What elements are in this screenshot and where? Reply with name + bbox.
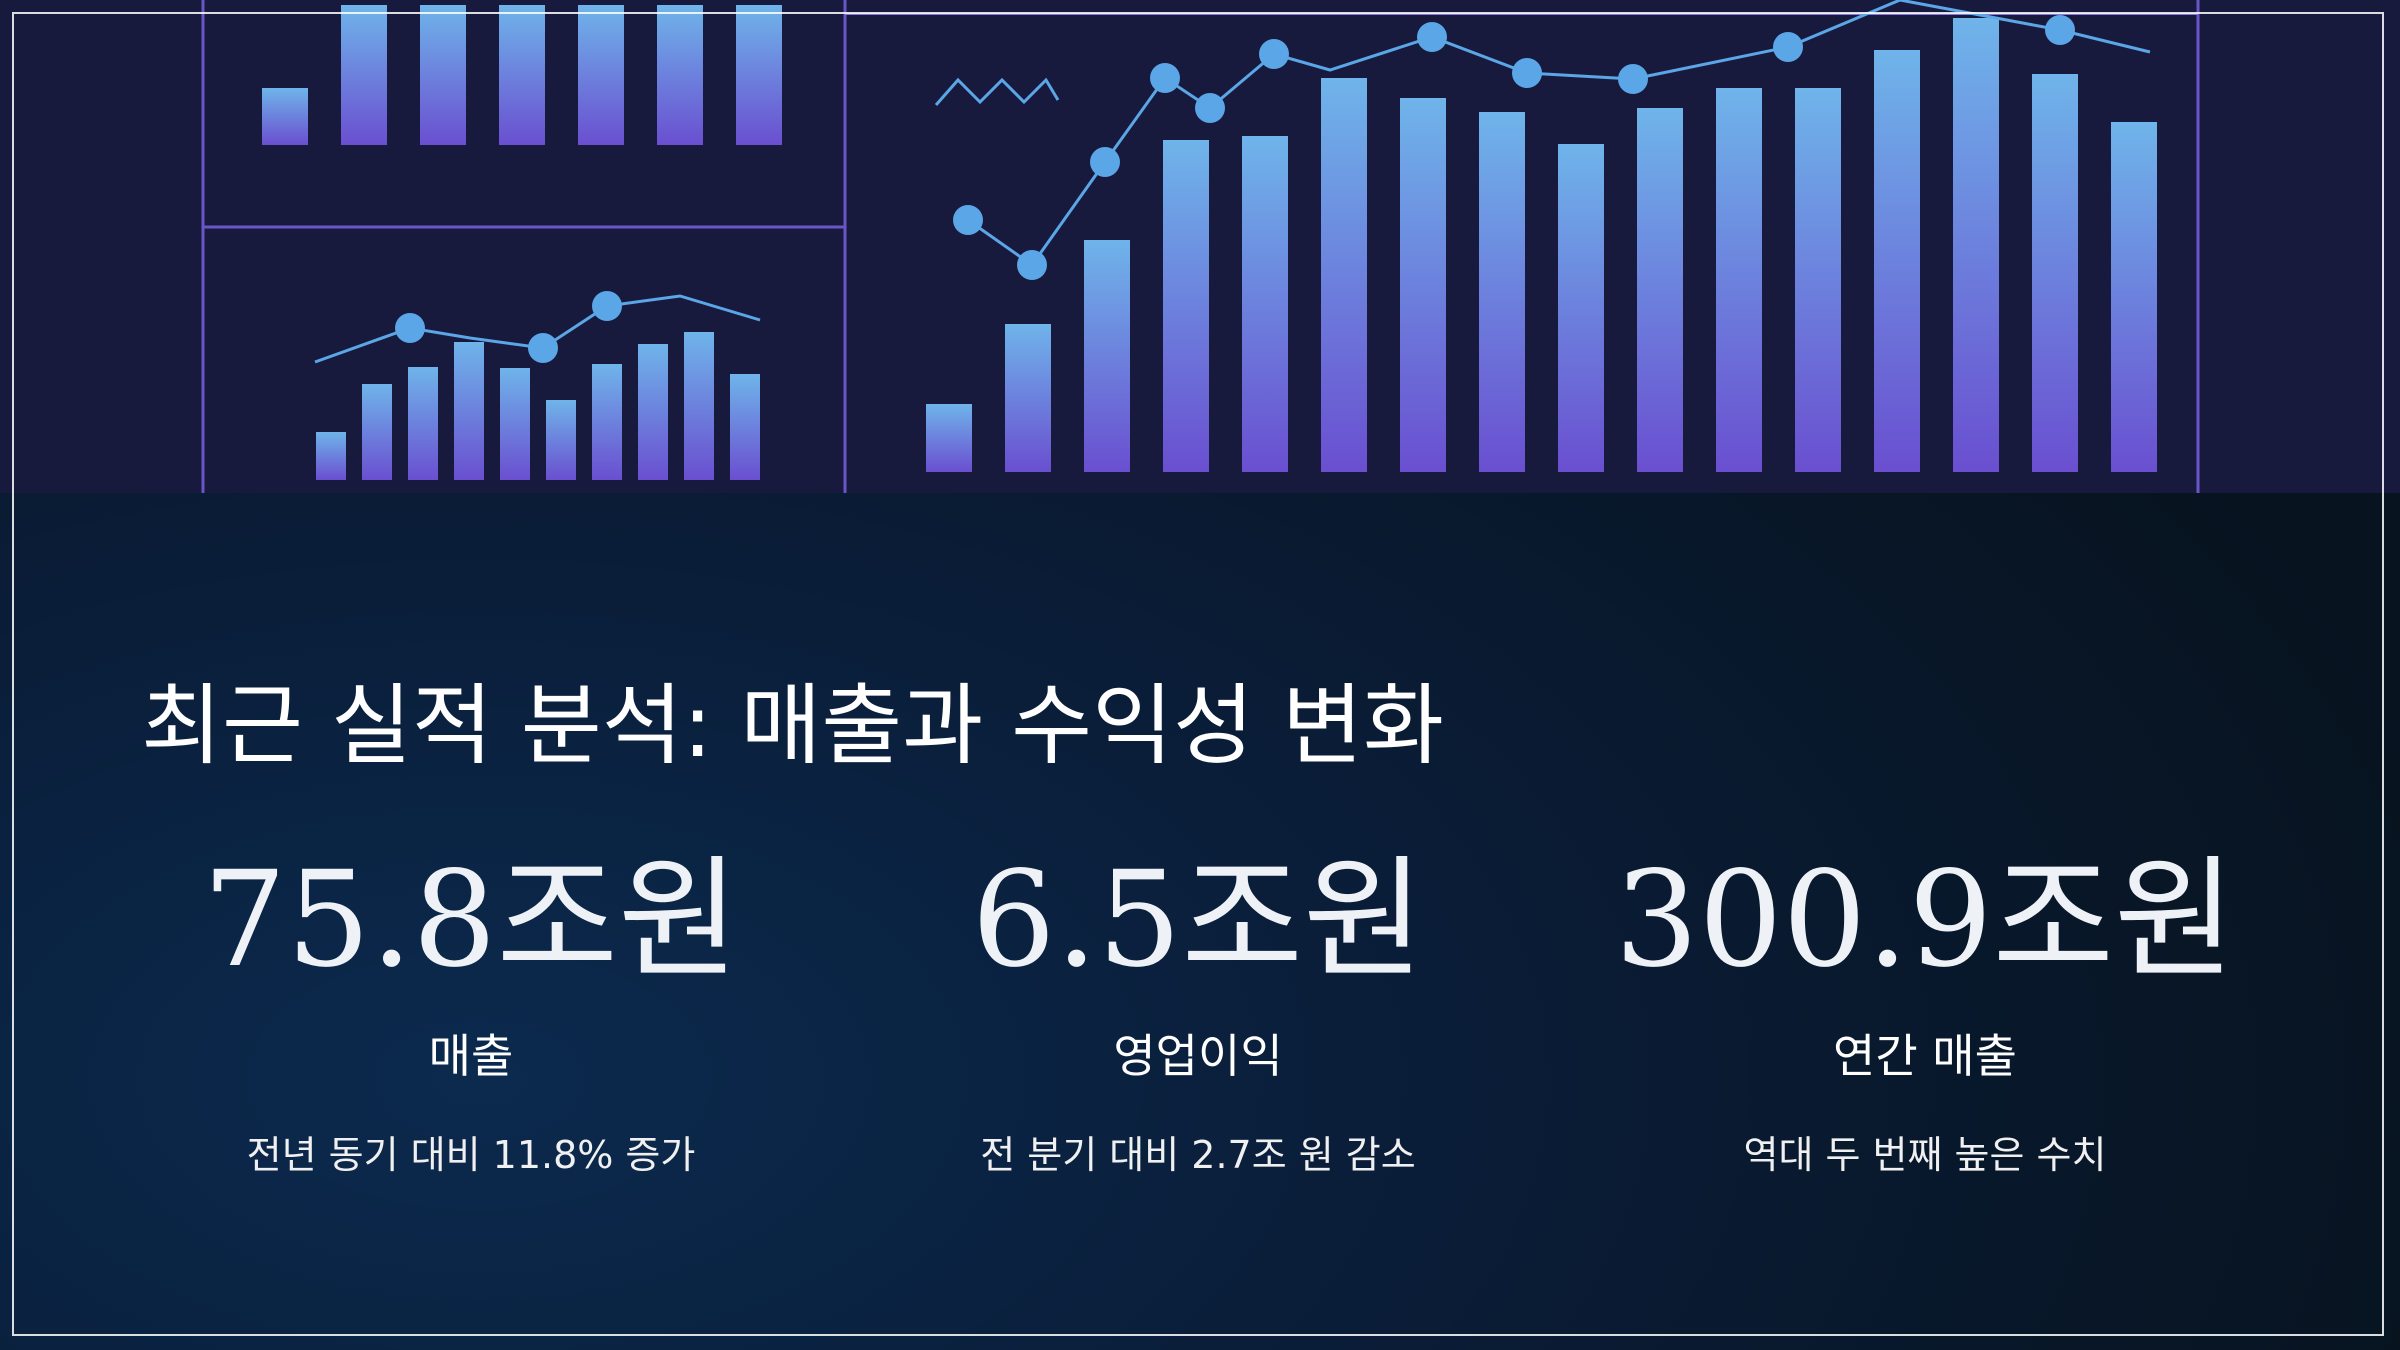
decoration [1558, 144, 1604, 472]
decoration [1417, 22, 1447, 52]
decoration [1195, 93, 1225, 123]
decoration [262, 88, 308, 145]
decoration [1479, 112, 1525, 472]
decoration [500, 368, 530, 480]
decoration [953, 205, 983, 235]
decoration [1084, 240, 1130, 472]
decoration [1637, 108, 1683, 472]
decoration [934, 77, 1060, 106]
decoration [1242, 136, 1288, 472]
decoration [2032, 74, 2078, 472]
decoration [1017, 250, 1047, 280]
stat-note: 역대 두 번째 높은 수치 [1743, 1133, 2107, 1177]
decoration [926, 404, 972, 472]
decoration [592, 364, 622, 480]
stat-note: 전년 동기 대비 11.8% 증가 [246, 1133, 696, 1177]
decoration [1773, 32, 1803, 62]
hero-image [0, 0, 2400, 493]
stat-card: 300.9조원 연간 매출 역대 두 번째 높은 수치 [1575, 840, 2275, 1179]
decoration [420, 5, 466, 145]
decoration [341, 5, 387, 145]
decoration [1512, 58, 1542, 88]
decorative-charts [262, 0, 2157, 480]
stat-note: 전 분기 대비 2.7조 원 감소 [980, 1133, 1416, 1177]
decoration [408, 367, 438, 480]
decoration [730, 374, 760, 480]
decoration [578, 5, 624, 145]
decoration [1321, 78, 1367, 472]
decoration [1150, 63, 1180, 93]
decoration [395, 313, 425, 343]
decoration [499, 5, 545, 145]
stat-label: 영업이익 [1113, 1029, 1283, 1083]
decoration [316, 432, 346, 480]
decoration [967, 0, 2151, 268]
decoration [362, 384, 392, 480]
decoration [1874, 50, 1920, 472]
stat-label: 매출 [428, 1029, 514, 1083]
stat-card: 6.5조원 영업이익 전 분기 대비 2.7조 원 감소 [848, 840, 1548, 1179]
decoration [1795, 88, 1841, 472]
decoration [1618, 64, 1648, 94]
decoration [736, 5, 782, 145]
stat-value: 75.8조원 [202, 843, 740, 997]
stat-label: 연간 매출 [1833, 1029, 2017, 1083]
decoration [454, 342, 484, 480]
decoration [1259, 39, 1289, 69]
slide-title: 최근 실적 분석: 매출과 수익성 변화 [141, 674, 1444, 777]
decoration [1005, 324, 1051, 472]
stat-value: 6.5조원 [971, 843, 1425, 997]
decoration [684, 332, 714, 480]
decoration [657, 5, 703, 145]
decoration [528, 333, 558, 363]
decoration [592, 291, 622, 321]
decoration [1716, 88, 1762, 472]
decoration [1163, 140, 1209, 472]
stat-card: 75.8조원 매출 전년 동기 대비 11.8% 증가 [121, 840, 821, 1179]
decoration [2045, 15, 2075, 45]
decoration [546, 400, 576, 480]
decoration [2111, 122, 2157, 472]
decoration [1400, 98, 1446, 472]
decoration [1090, 147, 1120, 177]
stat-value: 300.9조원 [1614, 843, 2236, 997]
decoration [1953, 18, 1999, 472]
decoration [638, 344, 668, 480]
